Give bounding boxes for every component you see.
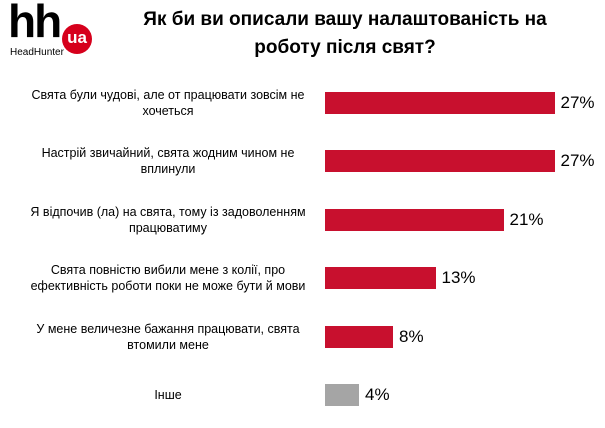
logo-badge: ua [62,24,92,54]
logo-mark: hh [8,0,62,47]
category-label: Інше [154,388,182,402]
value-label: 8% [399,326,424,346]
category-label: Настрій звичайний, свята жодним чином не… [41,146,295,177]
bar [325,384,359,406]
value-label: 13% [441,268,476,288]
bar [325,325,393,348]
bar [325,208,504,231]
category-label: Свята повністю вибили мене з колії, про … [30,263,306,294]
category-label: Свята були чудові, але от працювати зовс… [31,88,305,118]
bar [325,92,555,114]
value-label: 21% [509,209,544,229]
category-label: Я відпочив (ла) на свята, тому із задово… [30,204,306,235]
category-label: У мене величезне бажання працювати, свят… [36,321,300,352]
value-label: 27% [560,93,595,112]
bar [325,150,555,173]
chart-title: Як би ви описали вашу налаштованість на … [143,9,547,58]
logo-name: HeadHunter [10,47,64,58]
bar [325,267,436,290]
value-label: 27% [560,151,595,171]
value-label: 4% [365,385,390,404]
